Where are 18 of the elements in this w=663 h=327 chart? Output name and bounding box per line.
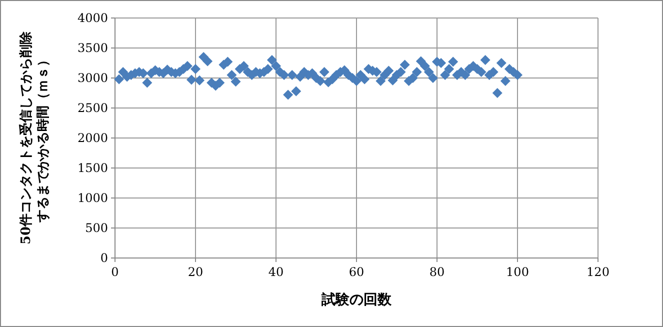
y-tick-label: 500 <box>85 221 108 235</box>
y-tick-label: 2500 <box>77 101 108 115</box>
x-tick-label: 100 <box>506 265 529 279</box>
y-tick-label: 3500 <box>77 41 108 55</box>
y-tick-label: 2000 <box>77 131 108 145</box>
y-tick-label: 1500 <box>77 161 108 175</box>
y-tick-label: 3000 <box>77 71 108 85</box>
y-tick-label: 1000 <box>77 191 108 205</box>
y-axis-title: 50件コンタクトを受信してから削除するまでかかる時間（ｍｓ） <box>18 30 51 245</box>
y-tick-label: 0 <box>100 251 108 265</box>
x-tick-label: 60 <box>348 265 364 279</box>
y-tick-label: 4000 <box>77 11 108 25</box>
x-tick-label: 40 <box>268 265 284 279</box>
x-axis-title: 試験の回数 <box>320 291 392 308</box>
x-tick-label: 0 <box>111 265 119 279</box>
x-tick-label: 20 <box>188 265 204 279</box>
x-tick-label: 120 <box>586 265 610 279</box>
x-tick-label: 80 <box>429 265 445 279</box>
